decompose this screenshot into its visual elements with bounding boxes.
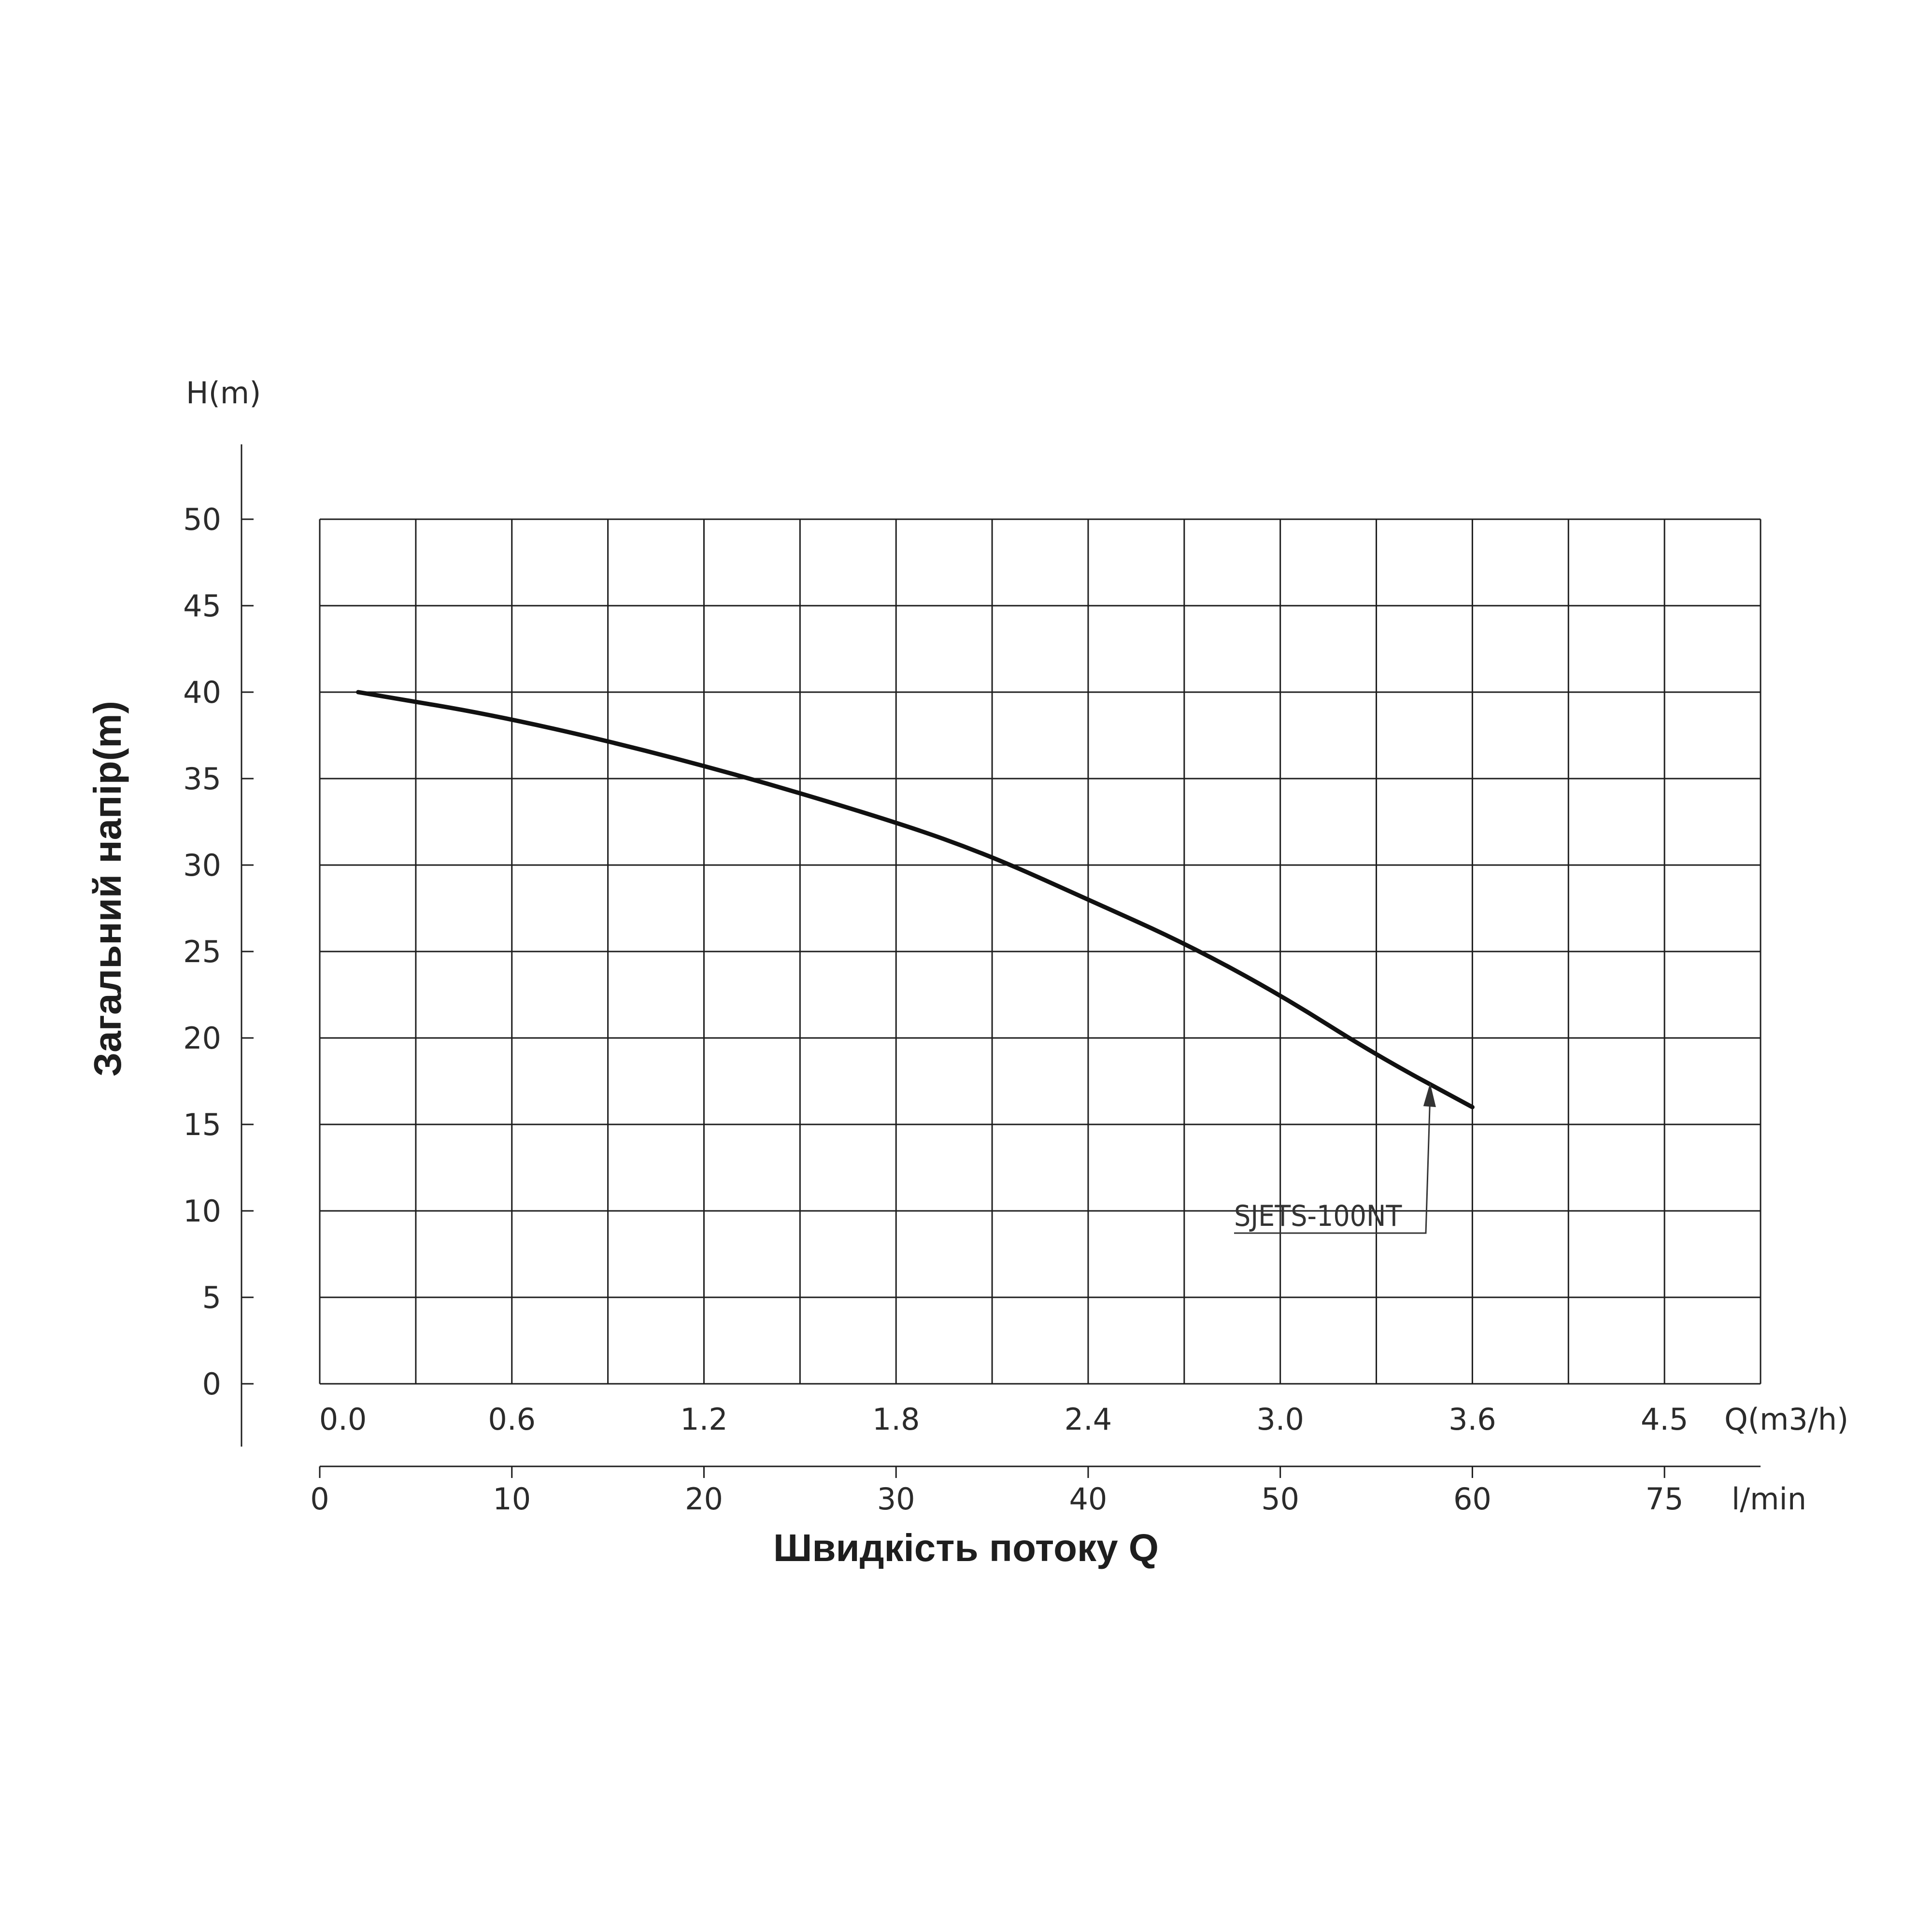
x-tick-label-lmin: 0 <box>310 1481 329 1517</box>
y-tick-label: 0 <box>202 1366 221 1402</box>
x-tick-label-lmin: 60 <box>1453 1481 1492 1517</box>
x-tick-label-lmin: 10 <box>493 1481 531 1517</box>
x-axis-unit-bottom: l/min <box>1732 1481 1806 1517</box>
x-tick-label-lmin: 75 <box>1646 1481 1684 1517</box>
x-tick-labels-m3h: 0.0 0.6 1.2 1.8 2.4 3.0 3.6 4.5 <box>319 1402 1689 1437</box>
x-tick-label-m3h: 1.2 <box>680 1402 728 1437</box>
plot-grid <box>319 518 1762 1385</box>
y-tick-label: 35 <box>183 761 221 796</box>
x-tick-label-m3h: 4.5 <box>1641 1402 1689 1437</box>
x-tick-label-lmin: 20 <box>685 1481 723 1517</box>
x-tick-label-m3h: 0.0 <box>319 1402 367 1437</box>
y-axis-title: Загальний напір(m) <box>86 701 129 1077</box>
y-tick-label: 40 <box>183 675 221 710</box>
x-axis-unit-top: Q(m3/h) <box>1724 1402 1848 1437</box>
x-tick-label-m3h: 1.8 <box>872 1402 920 1437</box>
y-tick-labels: 0 5 10 15 20 25 30 35 40 45 50 <box>183 502 221 1402</box>
series-line <box>356 690 1475 1109</box>
axes <box>241 444 1761 1478</box>
x-tick-label-m3h: 2.4 <box>1065 1402 1112 1437</box>
x-tick-label-lmin: 50 <box>1261 1481 1299 1517</box>
y-axis-unit-label: H(m) <box>186 375 261 411</box>
y-tick-label: 20 <box>183 1021 221 1056</box>
x-tick-label-lmin: 30 <box>877 1481 915 1517</box>
series-layer: SJETS-100NT <box>356 690 1475 1234</box>
x-tick-labels-lmin: 0 10 20 30 40 50 60 75 <box>310 1481 1683 1517</box>
y-tick-label: 25 <box>183 934 221 969</box>
series-label: SJETS-100NT <box>1234 1199 1402 1233</box>
x-tick-label-lmin: 40 <box>1069 1481 1107 1517</box>
y-tick-label: 10 <box>183 1193 221 1229</box>
y-tick-label: 5 <box>202 1280 221 1315</box>
y-tick-label: 45 <box>183 588 221 624</box>
x-tick-label-m3h: 3.6 <box>1449 1402 1496 1437</box>
x-tick-label-m3h: 0.6 <box>488 1402 536 1437</box>
y-tick-label: 50 <box>183 502 221 537</box>
y-tick-label: 15 <box>183 1107 221 1142</box>
x-tick-label-m3h: 3.0 <box>1256 1402 1304 1437</box>
series-leader-arrow <box>1423 1083 1436 1108</box>
x-axis-title: Швидкість потоку Q <box>773 1526 1159 1569</box>
y-tick-label: 30 <box>183 848 221 883</box>
series-leader-line <box>1234 1094 1431 1234</box>
